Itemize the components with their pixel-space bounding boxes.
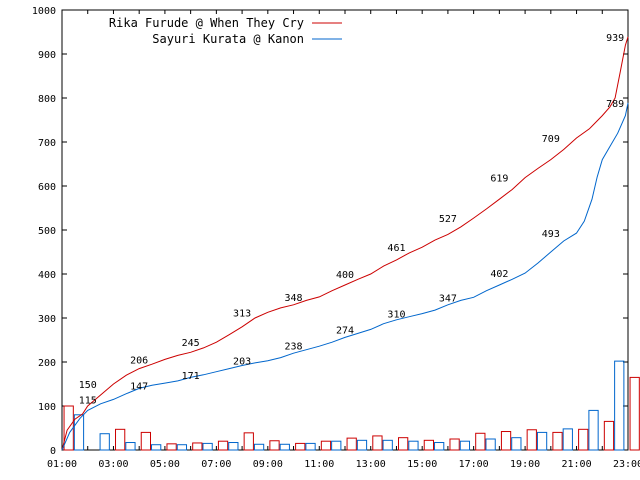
hourly-bar-rika: [295, 442, 306, 451]
x-tick-label: 07:00: [201, 459, 231, 470]
x-tick-label: 09:00: [253, 459, 283, 470]
hourly-bar-sayuri: [485, 438, 496, 451]
y-tick-label: 700: [38, 138, 56, 149]
hourly-bar-sayuri: [331, 440, 342, 451]
y-tick-label: 1000: [32, 6, 56, 17]
x-tick-label: 19:00: [510, 459, 540, 470]
hourly-bar-sayuri: [125, 442, 136, 451]
y-tick-label: 600: [38, 182, 56, 193]
series-line-sayuri: [61, 102, 629, 451]
data-label: 203: [233, 357, 251, 368]
hourly-bar-rika: [115, 428, 126, 451]
x-tick-label: 17:00: [459, 459, 489, 470]
hourly-bar-rika: [166, 443, 177, 451]
hourly-bar-rika: [217, 440, 229, 451]
hourly-bar-sayuri: [382, 439, 393, 451]
data-label: 150: [79, 380, 97, 391]
hourly-bar-sayuri: [588, 409, 599, 451]
x-tick-label: 01:00: [47, 459, 77, 470]
x-tick-label: 13:00: [356, 459, 386, 470]
y-tick-label: 100: [38, 402, 56, 413]
data-label: 789: [606, 99, 624, 110]
data-label: 527: [439, 214, 457, 225]
hourly-bar-sayuri: [176, 444, 188, 451]
hourly-bar-sayuri: [253, 443, 265, 451]
hourly-bar-rika: [423, 439, 435, 451]
y-tick-label: 900: [38, 50, 56, 61]
data-label: 709: [542, 134, 560, 145]
y-tick-label: 0: [50, 446, 56, 457]
x-tick-label: 23:00: [613, 459, 640, 470]
y-tick-label: 300: [38, 314, 56, 325]
hourly-bar-rika: [578, 428, 589, 451]
y-tick-label: 800: [38, 94, 56, 105]
hourly-bar-sayuri: [305, 442, 316, 451]
hourly-bar-sayuri: [408, 440, 419, 451]
hourly-bars: [63, 360, 640, 451]
hourly-bar-sayuri: [459, 440, 471, 451]
series-line-rika: [61, 36, 629, 451]
data-label: 115: [79, 395, 97, 406]
data-label: 493: [542, 229, 560, 240]
hourly-bar-sayuri: [228, 442, 239, 451]
y-tick-label: 500: [38, 226, 56, 237]
hourly-bar-rika: [140, 431, 152, 451]
data-label: 400: [336, 270, 354, 281]
hourly-bar-rika: [526, 429, 537, 451]
hourly-bar-sayuri: [536, 431, 548, 451]
x-tick-label: 15:00: [407, 459, 437, 470]
data-label: 939: [606, 33, 624, 44]
data-label: 348: [285, 293, 303, 304]
data-label: 238: [285, 341, 303, 352]
hourly-bar-sayuri: [434, 442, 445, 451]
data-label: 147: [130, 381, 148, 392]
legend-label: Sayuri Kurata @ Kanon: [152, 32, 304, 46]
hourly-bar-sayuri: [202, 442, 213, 451]
data-label: 274: [336, 325, 354, 336]
data-label: 245: [182, 338, 200, 349]
hourly-bar-rika: [552, 431, 563, 451]
data-label: 619: [490, 174, 508, 185]
hourly-bar-rika: [603, 420, 615, 451]
hourly-bar-rika: [629, 376, 640, 451]
data-label: 313: [233, 308, 251, 319]
hourly-bar-rika: [192, 442, 203, 451]
legend-label: Rika Furude @ When They Cry: [109, 16, 304, 30]
hourly-bar-sayuri: [614, 360, 625, 451]
hourly-bar-rika: [475, 432, 486, 451]
hourly-bar-sayuri: [279, 443, 290, 451]
cumulative-lines: [61, 36, 629, 451]
hourly-bar-sayuri: [73, 414, 85, 451]
data-label: 310: [387, 310, 405, 321]
data-label: 402: [490, 269, 508, 280]
hourly-bar-sayuri: [99, 433, 110, 451]
hourly-bar-rika: [449, 438, 460, 451]
hourly-bar-rika: [320, 440, 332, 451]
hourly-bar-rika: [269, 440, 280, 451]
hourly-bar-rika: [398, 437, 409, 451]
y-tick-label: 200: [38, 358, 56, 369]
hourly-bar-rika: [346, 437, 357, 451]
x-tick-label: 05:00: [150, 459, 180, 470]
data-label: 461: [387, 243, 405, 254]
data-label: 347: [439, 293, 457, 304]
data-labels: 150 206 245 313 348 400 461 527 619 709 939 115 147 1…: [79, 33, 624, 407]
hourly-bar-sayuri: [511, 437, 522, 451]
data-label: 171: [182, 371, 200, 382]
hourly-bar-sayuri: [151, 444, 162, 451]
hourly-bar-sayuri: [562, 428, 573, 451]
x-tick-label: 21:00: [561, 459, 591, 470]
y-tick-label: 400: [38, 270, 56, 281]
hourly-bar-rika: [372, 435, 383, 451]
x-tick-label: 11:00: [304, 459, 334, 470]
hourly-bar-rika: [243, 432, 254, 451]
data-label: 206: [130, 355, 148, 366]
chart-ticks: 0 100 200 300 400 500 600 700 800 900 1000 01:00 03:…: [32, 6, 640, 470]
x-tick-label: 03:00: [98, 459, 128, 470]
hourly-bar-rika: [500, 431, 512, 451]
legend: Rika Furude @ When They Cry Sayuri Kurata…: [109, 16, 342, 46]
hourly-bar-sayuri: [356, 439, 368, 451]
